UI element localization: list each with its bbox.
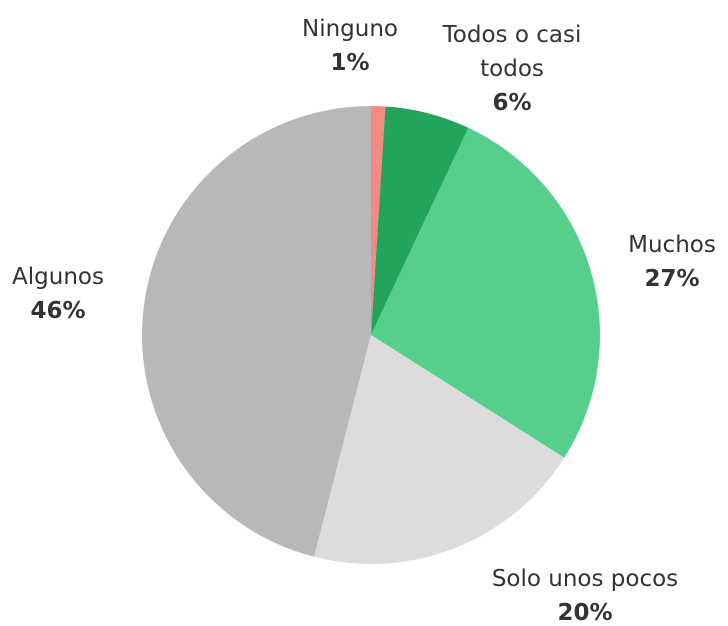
pie-slice xyxy=(314,335,565,564)
value-label: 20% xyxy=(557,600,613,626)
category-label: Solo unos pocos xyxy=(491,566,679,592)
slice-label: Ninguno 1% xyxy=(270,12,430,80)
slice-label: Algunos 46% xyxy=(0,260,118,328)
value-label: 46% xyxy=(30,298,86,324)
pie-slice xyxy=(371,106,386,335)
value-label: 27% xyxy=(644,266,700,292)
slice-label: Todos o casi todos 6% xyxy=(422,18,602,120)
value-label: 6% xyxy=(492,90,532,116)
slice-label: Solo unos pocos 20% xyxy=(465,562,705,626)
category-label: Todos o casi todos xyxy=(442,22,582,82)
category-label: Muchos xyxy=(628,232,716,258)
value-label: 1% xyxy=(330,50,370,76)
category-label: Ninguno xyxy=(302,16,398,42)
pie-slice xyxy=(371,106,469,336)
pie-slice xyxy=(141,106,371,557)
pie-slice xyxy=(371,127,600,458)
slice-label: Muchos 27% xyxy=(602,228,728,296)
category-label: Algunos xyxy=(12,264,104,290)
